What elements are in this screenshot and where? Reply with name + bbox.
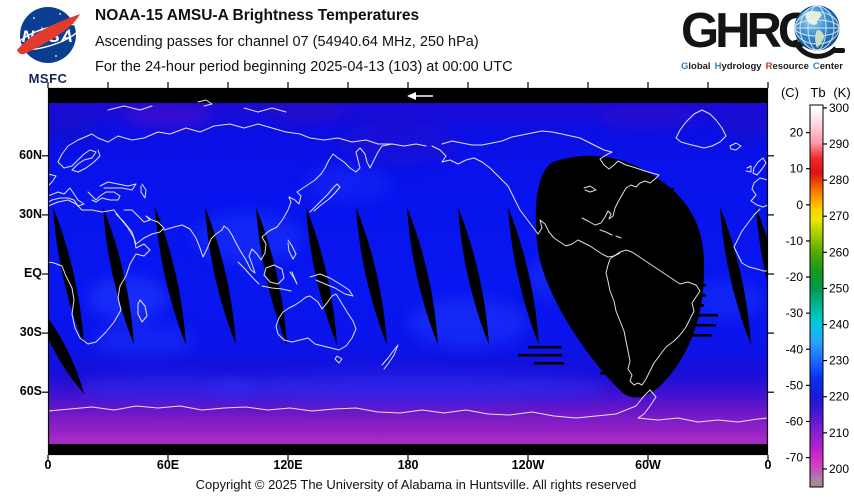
celsius-tick--40: -40 bbox=[786, 342, 804, 356]
celsius-tick--60: -60 bbox=[786, 414, 804, 428]
kelvin-tick-210: 210 bbox=[829, 426, 849, 440]
kelvin-tick-260: 260 bbox=[829, 245, 849, 259]
kelvin-tick-200: 200 bbox=[829, 462, 849, 476]
lon-label-120W-4: 120W bbox=[511, 458, 545, 472]
ghrc-logo-block: GHRC G bbox=[681, 2, 853, 72]
map-svg bbox=[42, 82, 774, 461]
celsius-tick-0: 0 bbox=[796, 198, 803, 212]
time-marker-arrow bbox=[407, 92, 433, 100]
kelvin-tick-300: 300 bbox=[829, 101, 849, 115]
lon-label-0-6: 0 bbox=[764, 458, 772, 472]
lon-label-60E-1: 60E bbox=[156, 458, 180, 472]
ghrc-subtitle-word: Resource bbox=[765, 61, 809, 72]
kelvin-tick-250: 250 bbox=[829, 281, 849, 295]
colorbar-unit-kelvin: (K) bbox=[833, 85, 850, 100]
subtitle-period: For the 24-hour period beginning 2025-04… bbox=[95, 59, 513, 75]
page-title: NOAA-15 AMSU-A Brightness Temperatures bbox=[95, 7, 420, 24]
celsius-tick--20: -20 bbox=[786, 270, 804, 284]
nasa-meatball-icon: NASA bbox=[16, 7, 80, 63]
celsius-tick--30: -30 bbox=[786, 306, 804, 320]
ghrc-subtitle-word: Center bbox=[812, 61, 843, 72]
colorbar-unit-celsius: (C) bbox=[781, 85, 799, 100]
ghrc-globe-icon bbox=[792, 5, 845, 59]
title-block: NOAA-15 AMSU-A Brightness Temperatures A… bbox=[95, 8, 513, 75]
kelvin-tick-290: 290 bbox=[829, 137, 849, 151]
lon-label-180-3: 180 bbox=[397, 458, 419, 472]
celsius-tick--70: -70 bbox=[786, 451, 804, 465]
lon-label-60W-5: 60W bbox=[635, 458, 661, 472]
subtitle-channel: Ascending passes for channel 07 (54940.6… bbox=[95, 33, 479, 50]
ghrc-subtitle-word: Global bbox=[681, 61, 711, 72]
ghrc-acronym: GHRC bbox=[681, 4, 813, 58]
kelvin-tick-270: 270 bbox=[829, 209, 849, 223]
ghrc-subtitle: Global Hydrology Resource Center bbox=[681, 61, 853, 72]
colorbar-svg: (C) Tb (K) 300 290 280 270 260 250 240 230 220 21… bbox=[781, 85, 851, 488]
nasa-logo-block: NASA MSFC bbox=[12, 4, 84, 86]
lat-label-30N: 30N bbox=[19, 206, 42, 221]
kelvin-tick-230: 230 bbox=[829, 354, 849, 368]
lat-label-60N: 60N bbox=[19, 147, 42, 162]
ghrc-subtitle-word: Hydrology bbox=[714, 61, 762, 72]
lat-label-30S: 30S bbox=[19, 325, 42, 340]
colorbar: (C) Tb (K) 300 290 280 270 260 250 240 230 220 21… bbox=[770, 82, 854, 500]
colorbar-title: Tb bbox=[810, 85, 825, 100]
lat-label-EQ: EQ bbox=[23, 266, 42, 280]
kelvin-tick-220: 220 bbox=[829, 390, 849, 404]
lon-label-0-0: 0 bbox=[44, 458, 52, 472]
brightness-temperature-map bbox=[40, 80, 776, 475]
celsius-tick-20: 20 bbox=[790, 126, 804, 140]
kelvin-tick-240: 240 bbox=[829, 318, 849, 332]
lat-label-60S: 60S bbox=[19, 384, 42, 399]
kelvin-tick-280: 280 bbox=[829, 173, 849, 187]
nasa-msfc-label: MSFC bbox=[28, 71, 68, 86]
celsius-tick--50: -50 bbox=[786, 378, 804, 392]
celsius-tick--10: -10 bbox=[786, 234, 804, 248]
celsius-tick-10: 10 bbox=[790, 162, 804, 176]
lon-label-120E-2: 120E bbox=[273, 458, 303, 472]
copyright-text: Copyright © 2025 The University of Alaba… bbox=[195, 477, 637, 492]
